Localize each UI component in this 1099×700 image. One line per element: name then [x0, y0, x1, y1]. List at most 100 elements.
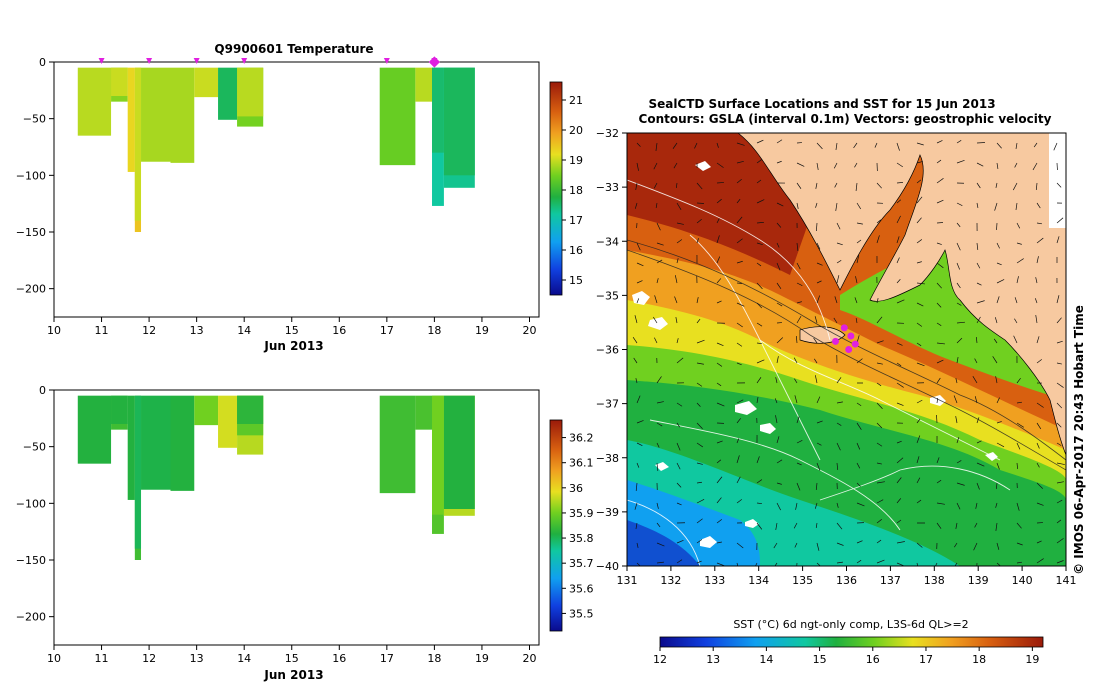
- velocity-vector: [855, 318, 858, 324]
- x-tick-label: 20: [522, 324, 536, 337]
- profile-marker: [383, 58, 390, 64]
- velocity-vector: [976, 316, 981, 324]
- velocity-vector: [836, 275, 840, 284]
- velocity-vector: [916, 342, 922, 347]
- velocity-vector: [793, 522, 798, 529]
- velocity-vector: [976, 262, 981, 269]
- velocity-vector: [936, 322, 942, 326]
- velocity-vector: [656, 462, 659, 471]
- velocity-vector: [853, 142, 858, 149]
- temperature-panel: Q9900601 Temperature 10 11 12 13 14 15 16 17 18 1…: [16, 42, 583, 353]
- longitude-tick-label: 136: [836, 574, 857, 587]
- velocity-vector: [1015, 202, 1018, 210]
- velocity-vector: [855, 182, 858, 191]
- velocity-vector: [816, 242, 821, 250]
- latitude-tick-label: −35: [596, 289, 619, 302]
- velocity-vector: [976, 202, 979, 208]
- velocity-vector: [656, 502, 659, 509]
- velocity-vector: [636, 242, 641, 251]
- velocity-vector: [674, 296, 678, 304]
- velocity-vector: [673, 162, 678, 169]
- velocity-vector: [854, 297, 858, 304]
- velocity-vector: [696, 297, 699, 304]
- sst-colorbar-tick-label: 17: [919, 653, 933, 666]
- velocity-vector: [896, 519, 902, 524]
- velocity-vector: [814, 316, 818, 324]
- velocity-vector: [816, 280, 822, 284]
- salinity-y-ticks: 0 −50 −100 −150 −200: [16, 384, 54, 624]
- velocity-vector: [696, 462, 703, 465]
- velocity-vector: [676, 442, 681, 451]
- x-tick-label: 10: [47, 324, 61, 337]
- velocity-vector: [796, 202, 799, 209]
- velocity-vector: [676, 402, 683, 407]
- velocity-vector: [675, 182, 678, 189]
- colorbar-tick-label: 35.7: [569, 557, 594, 570]
- velocity-vector: [672, 142, 678, 149]
- velocity-vector: [916, 418, 921, 424]
- x-tick-label: 18: [427, 324, 441, 337]
- velocity-vector: [896, 199, 902, 204]
- velocity-vector: [876, 442, 883, 447]
- velocity-vector: [776, 262, 781, 271]
- velocity-vector: [1036, 202, 1041, 209]
- velocity-vector: [994, 317, 998, 324]
- velocity-vector: [716, 519, 723, 524]
- velocity-vector: [756, 302, 763, 309]
- velocity-vector: [876, 362, 883, 365]
- velocity-vector: [816, 542, 820, 551]
- velocity-vector: [654, 337, 658, 344]
- velocity-vector: [1056, 519, 1062, 524]
- velocity-vector: [814, 502, 818, 509]
- velocity-vector: [736, 476, 741, 484]
- velocity-vector: [796, 439, 803, 444]
- velocity-vector: [654, 295, 658, 304]
- x-tick-label: 19: [475, 324, 489, 337]
- seal-positions: [832, 324, 859, 353]
- velocity-vector: [636, 162, 639, 171]
- velocity-vector: [1036, 442, 1040, 449]
- velocity-vector: [976, 282, 982, 286]
- velocity-vector: [1036, 462, 1040, 468]
- velocity-vector: [756, 377, 762, 384]
- velocity-vector: [936, 159, 942, 164]
- velocity-vector: [653, 162, 658, 170]
- velocity-vector: [1056, 340, 1063, 344]
- cloud-gaps: [632, 161, 998, 548]
- y-tick-label: −150: [16, 226, 46, 239]
- velocity-vector: [955, 416, 958, 424]
- velocity-vector: [774, 562, 778, 566]
- velocity-vector: [716, 402, 725, 407]
- velocity-vector: [834, 296, 838, 304]
- velocity-vector: [756, 342, 763, 345]
- velocity-vector: [636, 442, 643, 446]
- y-tick-label: −200: [16, 283, 46, 296]
- sst-colorbar-tick-label: 16: [866, 653, 880, 666]
- velocity-vector: [896, 236, 900, 244]
- velocity-vector: [1016, 422, 1024, 428]
- velocity-vector: [1016, 561, 1022, 564]
- velocity-vector: [634, 202, 638, 209]
- velocity-vector: [815, 182, 818, 189]
- sst-map-subtitle: Contours: GSLA (interval 0.1m) Vectors: …: [639, 112, 1052, 126]
- colorbar-tick-label: 20: [569, 124, 583, 137]
- x-tick-label: 18: [427, 652, 441, 665]
- velocity-vector: [896, 182, 904, 184]
- velocity-vector: [995, 522, 998, 531]
- velocity-vector: [956, 159, 965, 164]
- velocity-vector: [836, 377, 842, 384]
- velocity-vector: [956, 460, 962, 464]
- velocity-vector: [1014, 318, 1018, 324]
- x-tick-label: 17: [380, 652, 394, 665]
- velocity-vector: [716, 235, 720, 244]
- profile-bar: [77, 67, 112, 136]
- velocity-vector: [956, 437, 960, 444]
- velocity-vector: [736, 418, 741, 424]
- x-tick-label: 11: [95, 324, 109, 337]
- velocity-vector: [1032, 162, 1038, 171]
- velocity-vector: [776, 502, 781, 511]
- velocity-vector: [1016, 258, 1024, 264]
- profile-bar: [443, 395, 475, 509]
- sst-map-panel: SealCTD Surface Locations and SST for 15…: [596, 97, 1086, 666]
- velocity-vector: [996, 279, 1005, 284]
